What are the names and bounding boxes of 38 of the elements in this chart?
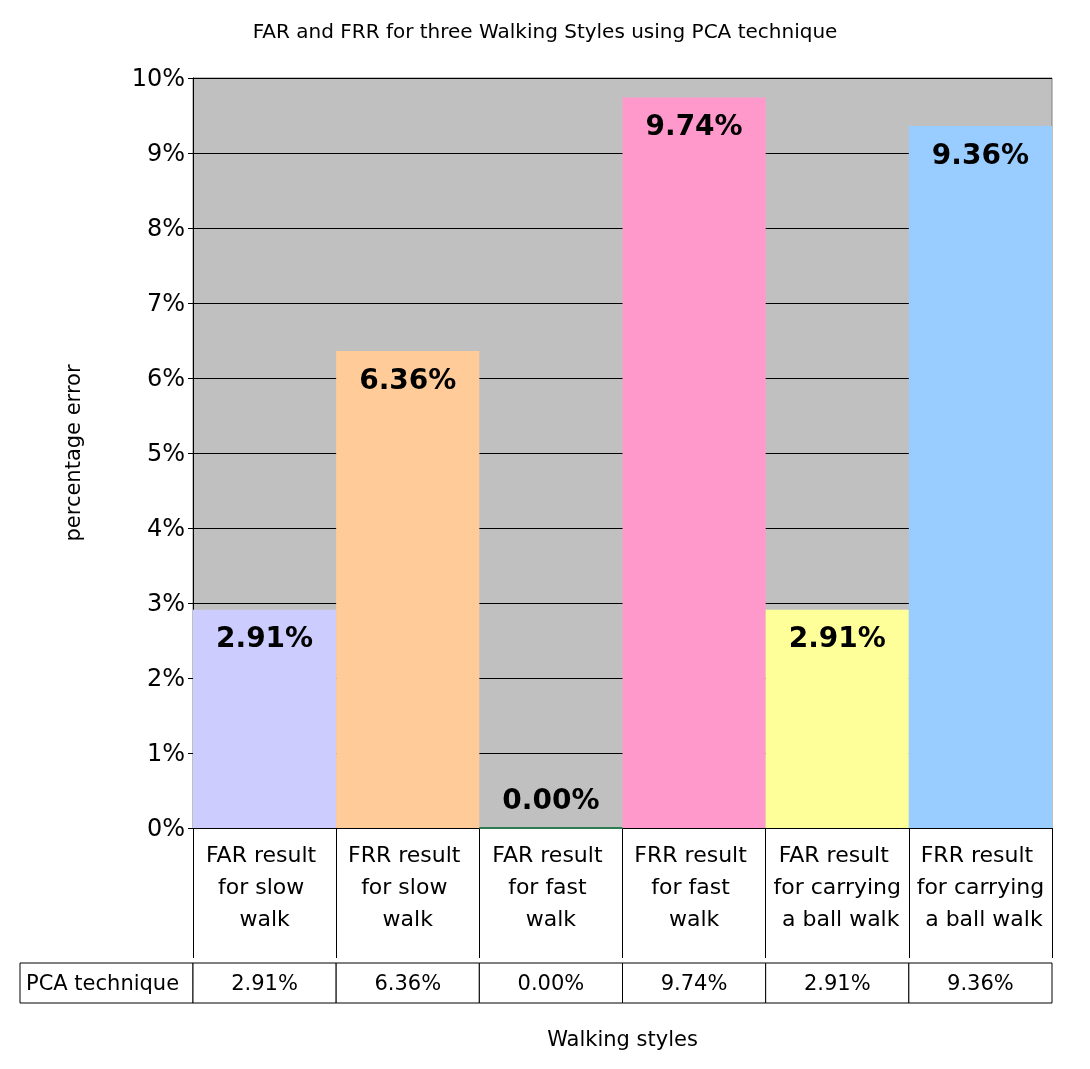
y-tick-label: 10% bbox=[131, 64, 185, 92]
x-tick-label: FRR result for fast walk bbox=[634, 841, 754, 931]
text: 2.91% bbox=[216, 621, 314, 655]
y-tick-label: 9% bbox=[146, 139, 185, 167]
data-label: 2.91% bbox=[803, 971, 871, 995]
y-tick-label: 1% bbox=[146, 739, 185, 767]
text: 0.00% bbox=[502, 782, 600, 816]
y-tick-label: 4% bbox=[146, 514, 185, 542]
y-tick-label: 6% bbox=[146, 364, 185, 392]
data-label: 0.00% bbox=[517, 971, 585, 995]
x-tick-label: FAR result for fast walk bbox=[492, 841, 610, 931]
x-axis-title: Walking styles bbox=[547, 1026, 698, 1051]
x-tick-label: FAR result for slow walk bbox=[205, 841, 324, 931]
text: 9.74% bbox=[645, 109, 743, 142]
y-tick-label: 5% bbox=[146, 439, 185, 467]
bar bbox=[765, 609, 909, 828]
text: PCA technique bbox=[26, 971, 180, 995]
data-label: 9.74% bbox=[660, 971, 728, 995]
y-tick-label: 0% bbox=[146, 814, 185, 842]
text: 2.91% bbox=[788, 621, 886, 655]
bar bbox=[622, 97, 766, 828]
bar bbox=[908, 126, 1052, 828]
x-tick-label: FAR result for carrying a ball walk bbox=[773, 841, 902, 931]
bar bbox=[193, 609, 337, 828]
y-tick-label: 7% bbox=[146, 289, 185, 317]
y-tick-label: 8% bbox=[146, 214, 185, 242]
data-label: 9.36% bbox=[947, 971, 1014, 995]
data-label: 2.91% bbox=[231, 971, 298, 995]
data-label: 6.36% bbox=[374, 971, 442, 995]
x-tick-label: FRR result for carrying a ball walk bbox=[916, 841, 1045, 931]
bar bbox=[336, 351, 480, 828]
chart-title: FAR and FRR for three Walking Styles using PCA technique bbox=[252, 19, 838, 43]
y-tick-label: 2% bbox=[146, 664, 185, 692]
x-tick-label: FRR result for slow walk bbox=[348, 841, 468, 931]
y-axis-title: percentage error bbox=[60, 364, 85, 542]
text: 6.36% bbox=[359, 362, 457, 396]
text: 9.36% bbox=[931, 137, 1029, 171]
y-tick-label: 3% bbox=[146, 589, 185, 617]
